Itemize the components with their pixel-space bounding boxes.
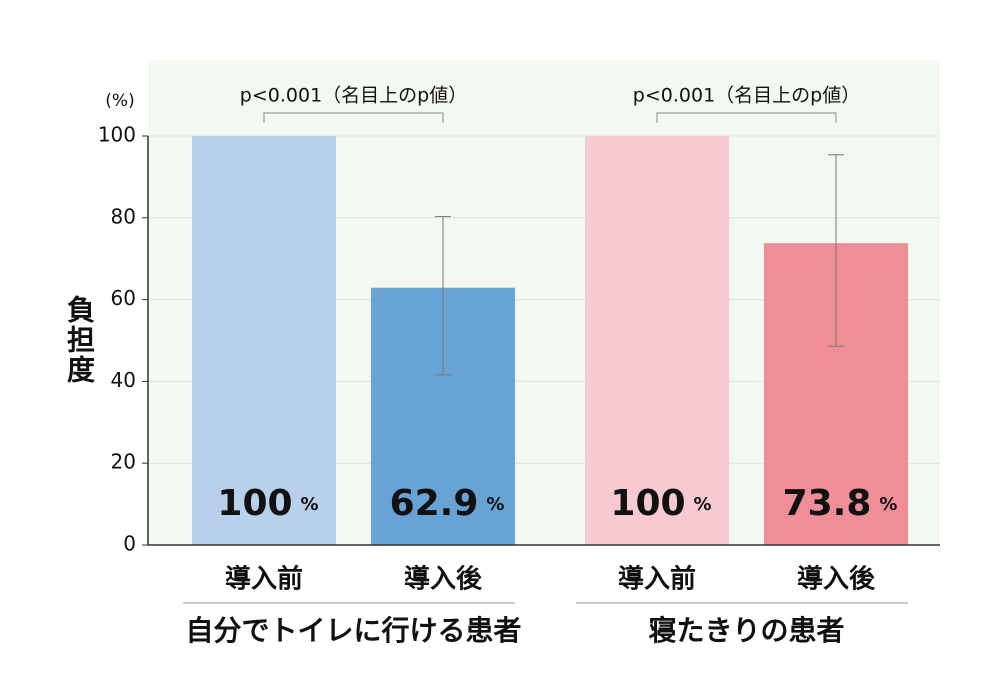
x-tick-label: 導入前 [618,564,696,595]
x-tick-label: 導入前 [225,564,303,595]
group-label: 寝たきりの患者 [648,614,844,647]
group-label: 自分でトイレに行ける患者 [185,614,521,647]
value-unit: % [301,494,319,515]
y-tick-label: 40 [111,368,136,392]
y-axis-title: 負担度 [63,295,96,385]
y-tick-label: 0 [123,532,136,556]
value-number: 100 [217,483,292,524]
value-number: 62.9 [390,483,479,524]
value-unit: % [486,494,504,515]
value-label: 73.8% [783,483,898,524]
value-unit: % [694,494,712,515]
value-number: 100 [610,483,685,524]
significance-bracket [656,112,837,123]
bar [585,136,729,545]
x-tick-label: 導入後 [797,564,876,595]
y-tick-label: 100 [98,123,136,147]
y-tick-label: 80 [111,204,136,228]
y-unit-label: (%) [105,91,134,111]
significance-annotation: p<0.001（名目上のp値） [240,85,467,107]
significance-annotation: p<0.001（名目上のp値） [633,85,860,107]
y-tick-label: 20 [111,450,136,474]
significance-bracket [263,112,444,123]
value-label: 62.9% [390,483,505,524]
value-number: 73.8 [783,483,872,524]
x-tick-label: 導入後 [404,564,483,595]
value-label: 100% [217,483,318,524]
bar [192,136,336,545]
value-label: 100% [610,483,711,524]
value-unit: % [879,494,897,515]
y-tick-label: 60 [111,286,136,310]
